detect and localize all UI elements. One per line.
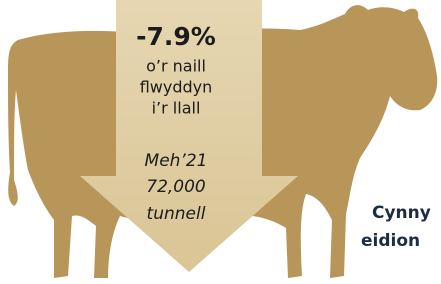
infographic: -7.9% o’r naill flwyddyn i’r llall Meh’2… [0,0,441,284]
caption: Cynny [372,203,431,223]
period-unit: tunnell [147,204,206,224]
change-text: i’r llall [152,99,201,118]
caption: eidion [361,231,420,251]
period-amount: 72,000 [146,177,205,197]
change-text: flwyddyn [140,78,213,97]
change-text: o’r naill [146,57,206,76]
change-value: -7.9% [136,22,216,51]
period-label: Meh’21 [145,151,208,171]
